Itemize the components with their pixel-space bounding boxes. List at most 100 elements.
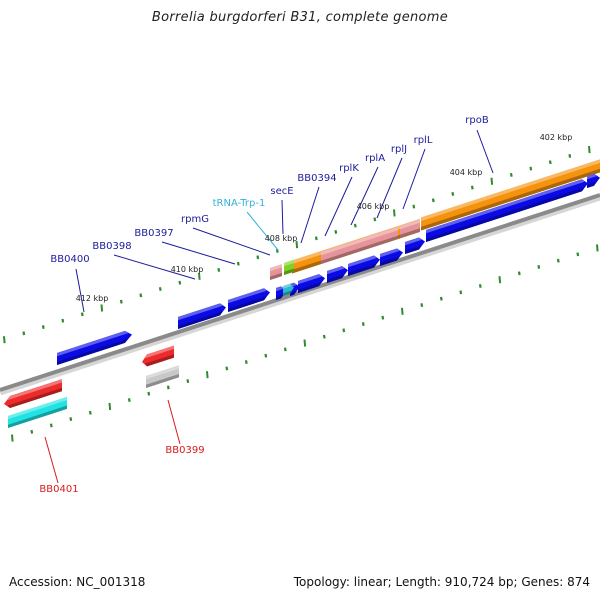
feature-rrna-block[interactable]: [321, 226, 398, 264]
tick-mark: [256, 255, 260, 260]
gene-label-bb0399[interactable]: BB0399: [165, 445, 204, 456]
tick-mark: [498, 276, 502, 284]
gene-label-trna-trp-1[interactable]: tRNA-Trp-1: [213, 198, 266, 209]
tick-mark: [198, 272, 201, 280]
tick-mark: [431, 198, 435, 203]
genome-summary: Topology: linear; Length: 910,724 bp; Ge…: [293, 575, 590, 589]
tick-mark: [393, 209, 396, 217]
leader-line: [167, 399, 181, 445]
tick-mark: [314, 236, 318, 241]
label-leaders: [44, 129, 494, 484]
gene-label-rplk[interactable]: rplK: [339, 163, 359, 174]
tick-mark: [381, 315, 385, 320]
genome-backbone: [0, 193, 600, 396]
tick-mark: [412, 204, 416, 209]
tick-mark: [178, 280, 182, 285]
feature-red-minus[interactable]: [142, 345, 174, 367]
tick-mark: [509, 172, 513, 177]
tick-mark: [568, 153, 572, 158]
tick-mark: [108, 402, 112, 410]
tick-mark: [576, 252, 580, 257]
feature-red-minus[interactable]: [4, 379, 63, 409]
cds-arrow[interactable]: [380, 248, 403, 266]
tick-mark: [459, 290, 463, 295]
tick-mark: [49, 423, 53, 428]
feature-pseudo[interactable]: [146, 365, 179, 388]
tick-mark: [361, 322, 365, 326]
tick-mark: [147, 391, 151, 396]
feature-rrna-block[interactable]: [400, 219, 420, 239]
tick-mark: [334, 230, 338, 234]
features[interactable]: [4, 159, 600, 428]
cds-arrow[interactable]: [298, 274, 325, 293]
feature-rrna-small[interactable]: [270, 264, 282, 280]
tick-mark: [529, 166, 533, 171]
backbone-line: [0, 193, 600, 392]
tick-mark: [478, 284, 482, 288]
gene-label-bb0398[interactable]: BB0398: [92, 241, 131, 252]
gene-label-rpmg[interactable]: rpmG: [181, 214, 209, 225]
gene-label-rplj[interactable]: rplJ: [391, 144, 407, 155]
tick-mark: [139, 293, 143, 298]
leader-line: [350, 166, 379, 226]
feature-orange-band[interactable]: [421, 159, 600, 231]
gene-label-sece[interactable]: secE: [270, 186, 293, 197]
tick-mark: [41, 325, 45, 329]
tick-mark: [166, 385, 170, 390]
kbp-label: 410 kbp: [171, 265, 204, 274]
kbp-label: 408 kbp: [265, 234, 298, 243]
gene-label-bb0400[interactable]: BB0400: [50, 254, 89, 265]
tick-mark: [517, 271, 521, 276]
tick-mark: [548, 160, 552, 165]
tick-mark: [30, 429, 34, 434]
kbp-label: 412 kbp: [76, 294, 109, 303]
leader-line: [402, 148, 426, 210]
tick-mark: [22, 331, 26, 336]
genome-title: Borrelia burgdorferi B31, complete genom…: [151, 10, 449, 25]
leader-line: [476, 129, 494, 174]
tick-mark: [490, 177, 494, 185]
tick-mark: [264, 353, 268, 358]
gene-label-rpla[interactable]: rplA: [365, 153, 385, 164]
tick-mark: [322, 334, 326, 339]
gene-label-bb0394[interactable]: BB0394: [297, 173, 336, 184]
cds-arrow[interactable]: [178, 303, 226, 329]
cds-arrow[interactable]: [57, 330, 132, 365]
cds-arrow[interactable]: [348, 255, 380, 276]
tick-mark: [353, 223, 357, 228]
tick-mark: [244, 360, 248, 364]
tick-mark: [158, 287, 162, 291]
cds-arrow[interactable]: [290, 282, 300, 296]
tick-mark: [439, 296, 443, 301]
tick-mark: [217, 268, 221, 272]
tick-mark: [69, 417, 73, 422]
tick-mark: [303, 339, 307, 347]
gene-label-rpob[interactable]: rpoB: [465, 115, 489, 126]
accession-label: Accession: NC_001318: [9, 575, 146, 589]
cds-arrow[interactable]: [426, 179, 588, 242]
leader-line: [324, 176, 353, 237]
gene-label-bb0401[interactable]: BB0401: [39, 484, 78, 495]
tick-mark: [80, 312, 84, 317]
cds-arrow[interactable]: [228, 288, 270, 312]
tick-mark: [88, 410, 92, 415]
tick-mark: [401, 307, 404, 315]
gene-label-bb0397[interactable]: BB0397: [134, 228, 173, 239]
cds-arrow[interactable]: [327, 266, 348, 283]
tick-mark: [236, 261, 240, 266]
feature-ncrna[interactable]: [284, 259, 294, 275]
tick-mark: [275, 249, 279, 253]
feature-cyan-minus[interactable]: [8, 396, 67, 428]
tick-mark: [3, 336, 6, 344]
cds-arrow[interactable]: [587, 173, 600, 188]
leader-line: [161, 241, 236, 265]
feature-trna[interactable]: [283, 283, 294, 296]
tick-mark: [225, 366, 229, 371]
tick-mark: [342, 328, 346, 333]
cds-arrow[interactable]: [405, 237, 425, 254]
gene-label-rpll[interactable]: rplL: [414, 135, 433, 146]
tick-mark: [373, 217, 377, 222]
leader-line: [281, 199, 284, 235]
